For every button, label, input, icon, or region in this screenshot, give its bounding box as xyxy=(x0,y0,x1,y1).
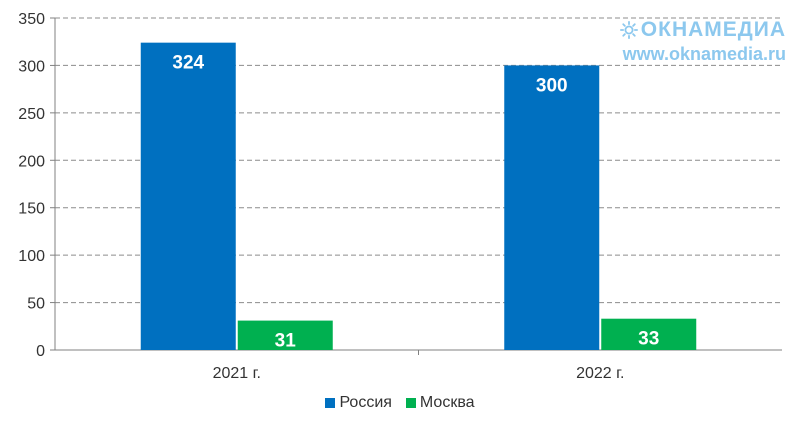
legend-item-moscow: Москва xyxy=(405,394,475,412)
bars xyxy=(140,42,697,351)
watermark-brand: ОКНАМЕДИА xyxy=(640,18,786,41)
legend-swatch-moscow xyxy=(405,398,416,408)
y-tick-label: 200 xyxy=(18,153,45,170)
x-tick-label: 2022 г. xyxy=(576,365,624,382)
y-tick-label: 150 xyxy=(18,201,45,218)
bar-moscow-1 xyxy=(237,320,333,350)
data-label: 300 xyxy=(536,75,568,96)
bar-russia-2 xyxy=(504,65,600,350)
legend-item-russia: Россия xyxy=(325,394,392,412)
labels: 324 31 300 33 xyxy=(172,53,659,352)
axes: 0 50 100 150 200 250 300 350 2021 г. 2022 г. xyxy=(18,11,782,382)
sun-icon xyxy=(619,21,638,39)
bar-moscow-2 xyxy=(601,318,697,350)
legend-swatch-russia xyxy=(325,398,336,408)
bar-russia-1 xyxy=(140,42,236,351)
watermark-logo: ОКНАМЕДИА xyxy=(619,18,786,42)
watermark-url: www.oknamedia.ru xyxy=(622,44,786,64)
y-tick-label: 50 xyxy=(27,296,45,313)
y-tick-label: 350 xyxy=(18,11,45,28)
x-tick-label: 2021 г. xyxy=(213,365,261,382)
watermark: ОКНАМЕДИА www.oknamedia.ru xyxy=(619,18,786,65)
data-label: 324 xyxy=(172,53,204,74)
data-label: 31 xyxy=(275,331,297,352)
y-tick-label: 300 xyxy=(18,58,45,75)
y-tick-label: 100 xyxy=(18,248,45,265)
y-tick-label: 250 xyxy=(18,106,45,123)
legend: Россия Москва xyxy=(0,394,800,412)
legend-label-russia: Россия xyxy=(339,394,392,411)
y-tick-label: 0 xyxy=(36,343,45,360)
data-label: 33 xyxy=(638,329,659,350)
legend-label-moscow: Москва xyxy=(419,394,475,411)
